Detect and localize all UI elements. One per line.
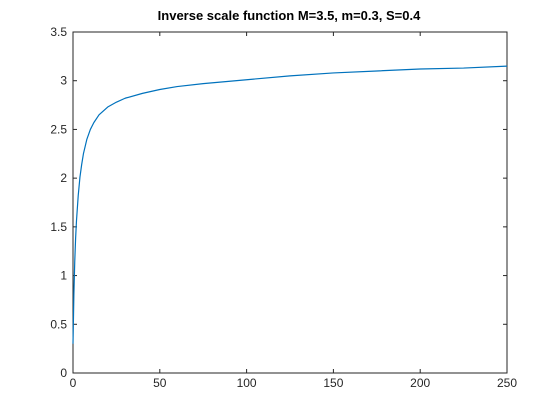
y-tick-label: 2 — [60, 171, 67, 185]
y-tick-label: 0 — [60, 366, 67, 380]
x-tick-label: 50 — [153, 376, 167, 390]
x-tick-label: 0 — [70, 376, 77, 390]
axis-ticks — [72, 31, 508, 374]
series-line — [72, 65, 508, 344]
y-tick-label: 3 — [60, 74, 67, 88]
tick-labels: 0 50 100 150 200 250 0 0.5 1 1.5 2 2.5 3 3.5 — [50, 25, 517, 390]
chart-title: Inverse scale function M=3.5, m=0.3, S=0… — [158, 8, 421, 23]
y-tick-label: 0.5 — [50, 317, 67, 331]
y-tick-label: 2.5 — [50, 122, 67, 136]
y-tick-label: 3.5 — [50, 25, 67, 39]
y-tick-label: 1 — [60, 269, 67, 283]
x-tick-label: 200 — [410, 376, 430, 390]
plot-area — [72, 31, 508, 374]
series-layer — [72, 65, 508, 344]
y-tick-label: 1.5 — [50, 220, 67, 234]
x-tick-label: 100 — [237, 376, 257, 390]
x-tick-label: 250 — [497, 376, 517, 390]
x-tick-label: 150 — [323, 376, 343, 390]
